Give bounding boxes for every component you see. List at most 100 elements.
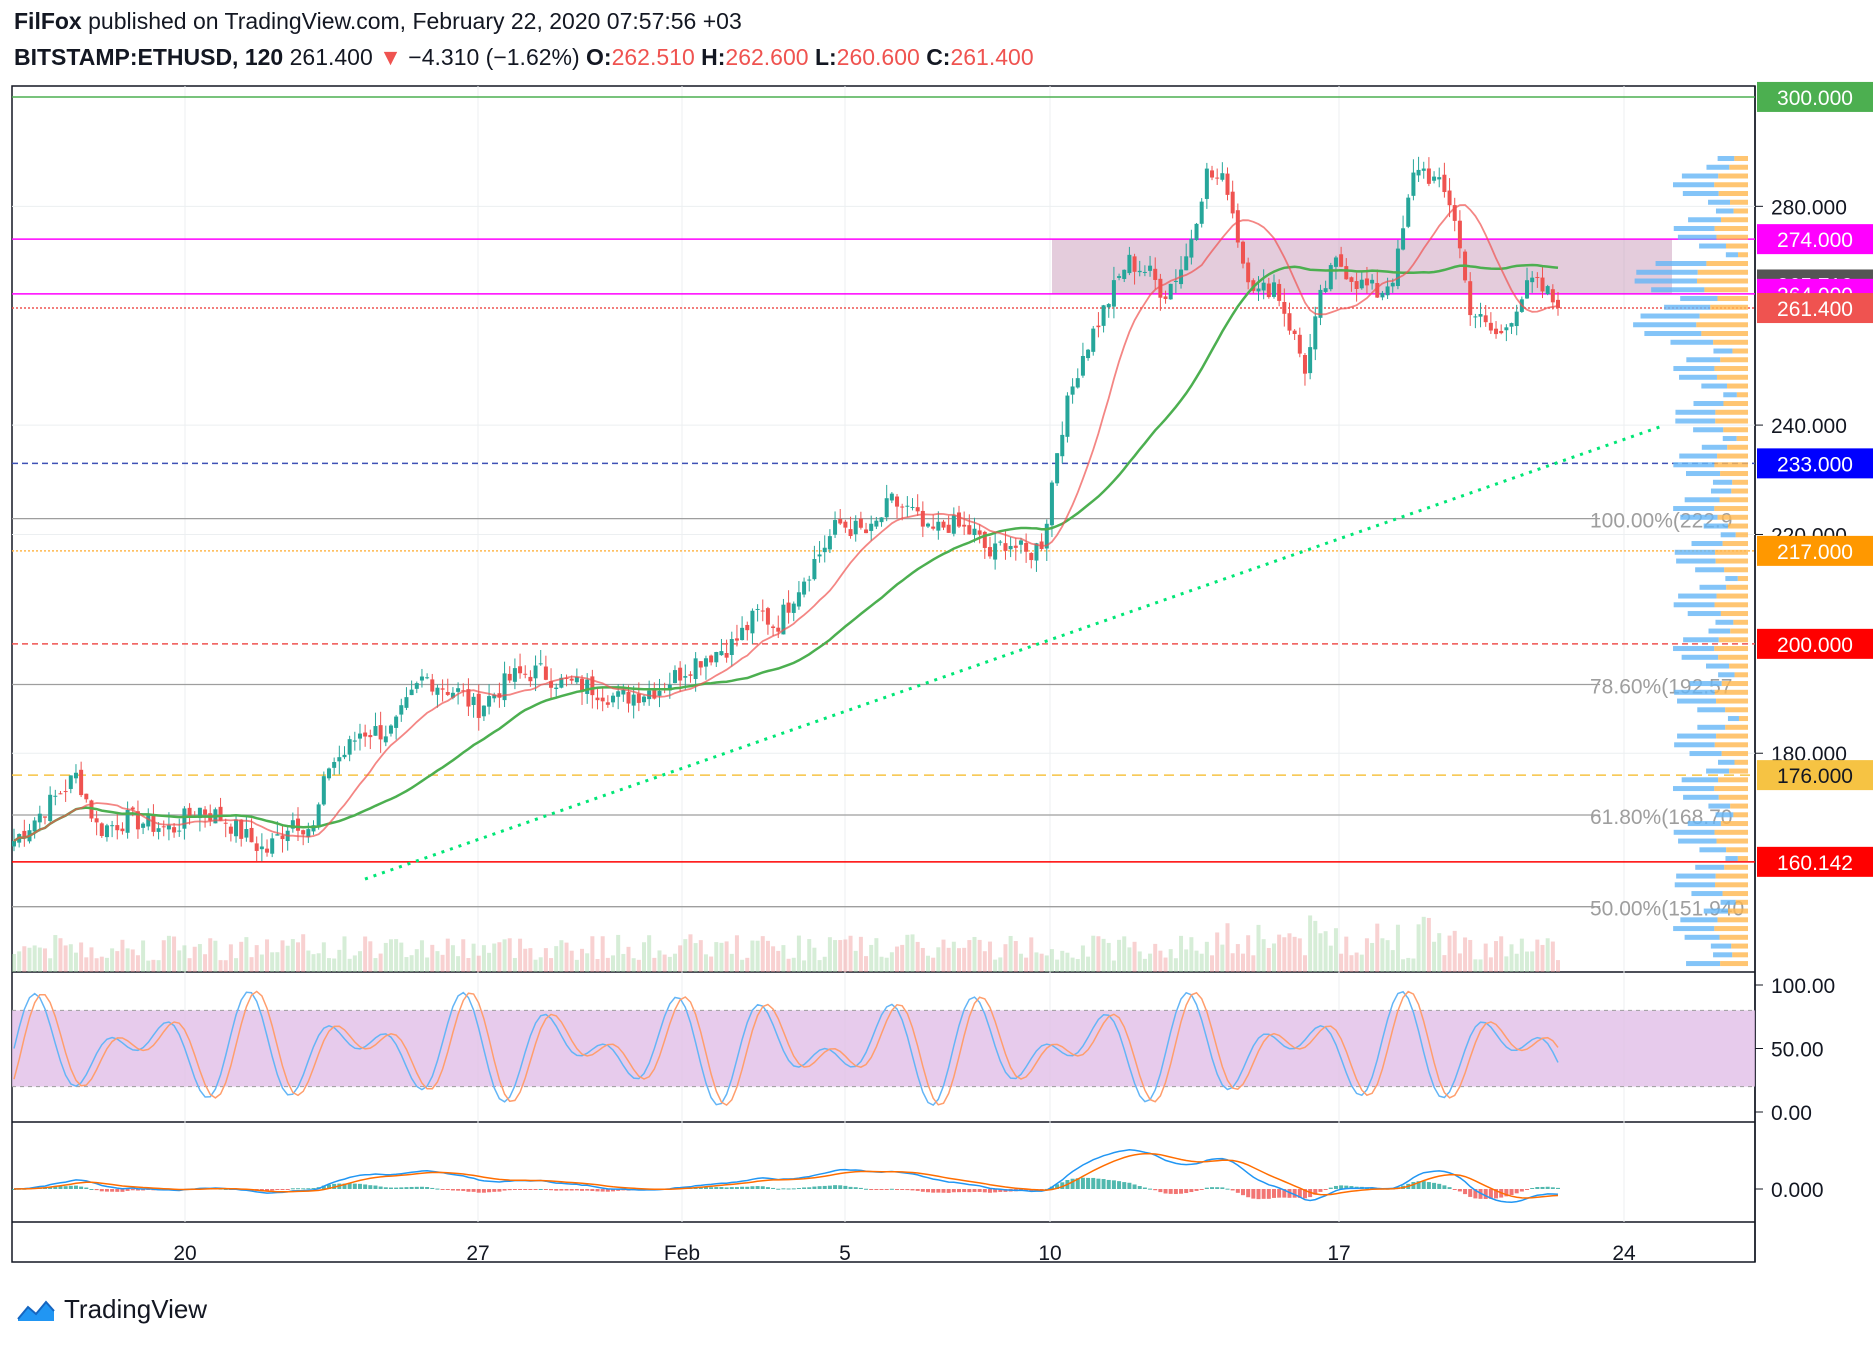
volume-bar xyxy=(1251,955,1256,972)
volume-bar xyxy=(1220,944,1225,972)
volume-profile-bar-up xyxy=(1682,191,1719,197)
macd-hist-bar xyxy=(507,1189,512,1191)
volume-bar xyxy=(549,958,554,972)
candle-body xyxy=(858,518,863,528)
macd-hist-bar xyxy=(574,1189,579,1191)
candle-body xyxy=(156,828,161,832)
candle-body xyxy=(1468,281,1473,316)
candle-body xyxy=(512,668,517,682)
macd-hist-bar xyxy=(569,1189,574,1191)
author-name[interactable]: FilFox xyxy=(14,8,82,34)
candle-body xyxy=(1421,168,1426,171)
candle-body xyxy=(734,638,739,641)
macd-hist-bar xyxy=(590,1189,595,1192)
volume-bar xyxy=(678,945,683,972)
macd-hist-bar xyxy=(99,1189,104,1192)
candle-body xyxy=(223,822,228,824)
volume-bar xyxy=(197,944,202,972)
volume-bar xyxy=(1039,953,1044,972)
candle-body xyxy=(900,506,905,508)
volume-profile-bar-down xyxy=(1736,392,1748,398)
volume-profile-bar-down xyxy=(1735,532,1748,538)
volume-profile-bar-down xyxy=(1701,331,1748,337)
candle-body xyxy=(1148,265,1153,271)
volume-profile-bar-up xyxy=(1713,952,1733,958)
volume-bar xyxy=(487,952,492,972)
candle-body xyxy=(1452,205,1457,221)
rsi-tick-label: 0.00 xyxy=(1771,1102,1812,1125)
volume-bar xyxy=(833,940,838,972)
volume-bar xyxy=(915,941,920,972)
volume-bar xyxy=(497,942,502,972)
macd-hist-bar xyxy=(296,1188,301,1190)
volume-bar xyxy=(228,944,233,972)
volume-bar xyxy=(110,948,115,972)
volume-bar xyxy=(161,940,166,972)
volume-bar xyxy=(394,939,399,972)
volume-profile-bar-up xyxy=(1708,199,1731,205)
volume-bar xyxy=(125,948,130,972)
candle-body xyxy=(419,676,424,681)
candle-body xyxy=(771,626,776,629)
macd-hist-bar xyxy=(1530,1187,1535,1189)
macd-hist-bar xyxy=(456,1189,461,1191)
candle-body xyxy=(456,688,461,692)
candle-body xyxy=(1271,282,1276,297)
volume-bar xyxy=(667,956,672,972)
macd-hist-bar xyxy=(843,1185,848,1189)
candle-body xyxy=(94,818,99,823)
symbol-name[interactable]: BITSTAMP:ETHUSD, 120 xyxy=(14,44,284,70)
volume-bar xyxy=(1271,943,1276,972)
candle-body xyxy=(502,673,507,701)
volume-bar xyxy=(910,934,915,972)
volume-bar xyxy=(94,958,99,972)
volume-bar xyxy=(1086,956,1091,972)
volume-bar xyxy=(22,946,27,972)
volume-bar xyxy=(538,957,543,972)
macd-hist-bar xyxy=(445,1189,450,1190)
candle-body xyxy=(1545,286,1550,295)
volume-bar xyxy=(672,953,677,972)
price-label-text: 300.000 xyxy=(1777,87,1853,110)
volume-bar xyxy=(1302,955,1307,972)
volume-profile-bar-down xyxy=(1732,952,1748,958)
volume-profile-bar-up xyxy=(1717,156,1735,162)
volume-profile-bar-down xyxy=(1717,453,1748,459)
volume-profile-bar-up xyxy=(1723,392,1737,398)
volume-bar xyxy=(1132,941,1137,972)
volume-bar xyxy=(1308,915,1313,972)
macd-hist-bar xyxy=(89,1188,94,1190)
macd-hist-bar xyxy=(1411,1182,1416,1189)
volume-profile-bar-down xyxy=(1721,217,1748,223)
volume-profile-bar-up xyxy=(1673,226,1715,232)
macd-hist-bar xyxy=(889,1188,894,1190)
volume-bar xyxy=(926,955,931,972)
candle-body xyxy=(368,735,373,738)
candle-body xyxy=(476,693,481,718)
candle-body xyxy=(611,695,616,703)
macd-hist-bar xyxy=(1163,1189,1168,1194)
macd-hist-bar xyxy=(1504,1189,1509,1197)
volume-bar xyxy=(1117,939,1122,972)
volume-bar xyxy=(595,959,600,972)
macd-hist-bar xyxy=(110,1189,115,1192)
candle-body xyxy=(141,823,146,828)
volume-bar xyxy=(1127,947,1132,972)
candle-body xyxy=(1282,301,1287,314)
tradingview-logo[interactable]: TradingView xyxy=(14,1294,207,1325)
volume-bar xyxy=(987,941,992,972)
volume-bar xyxy=(1318,933,1323,972)
volume-bar xyxy=(879,956,884,972)
candle-body xyxy=(1199,201,1204,224)
candle-body xyxy=(1220,173,1225,180)
macd-hist-bar xyxy=(1220,1187,1225,1189)
macd-hist-bar xyxy=(130,1189,135,1191)
candle-body xyxy=(125,809,130,833)
volume-bar xyxy=(363,936,368,972)
volume-bar xyxy=(456,956,461,972)
volume-profile-bar-up xyxy=(1674,689,1715,695)
macd-hist-bar xyxy=(1519,1189,1524,1192)
candle-body xyxy=(1375,282,1380,298)
volume-profile-bar-up xyxy=(1691,541,1723,547)
